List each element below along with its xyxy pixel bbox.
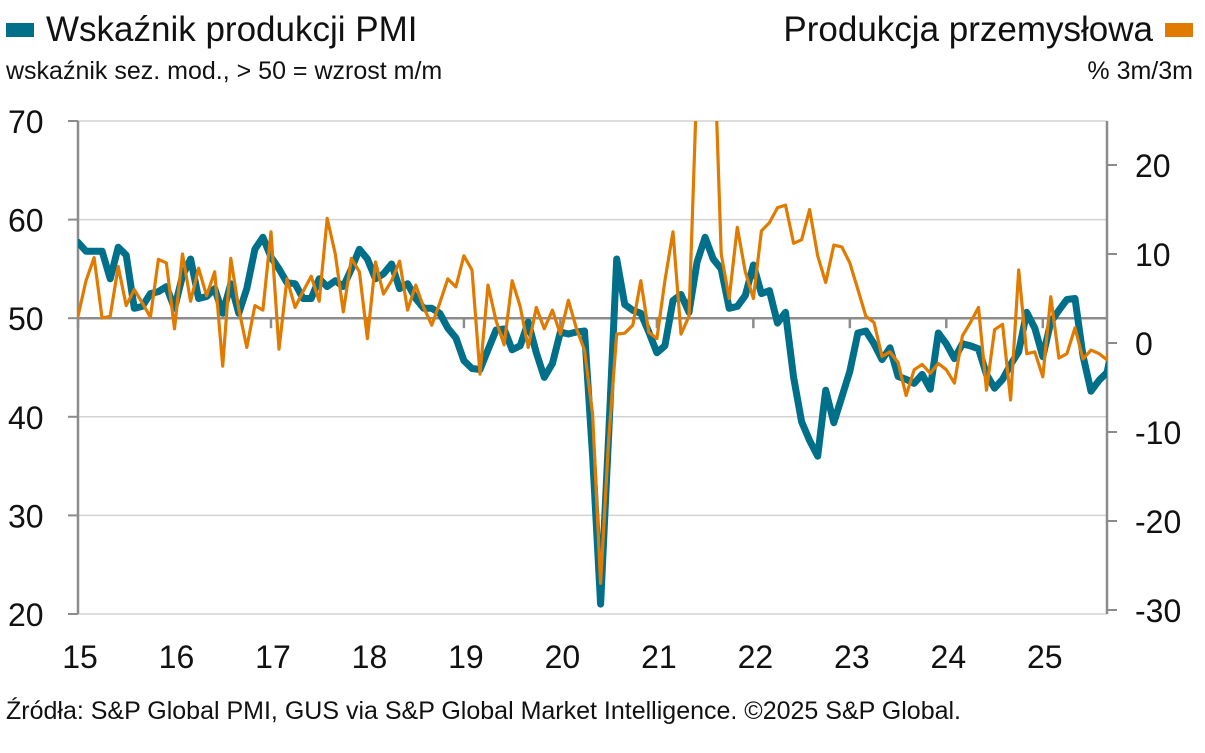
right-axis-tick-label: 0	[1135, 326, 1153, 362]
legend-swatch-production	[1165, 23, 1193, 37]
series-group	[78, 121, 1107, 608]
right-axis-tick-label: -30	[1135, 593, 1181, 629]
right-axis-tick-label: -10	[1135, 415, 1181, 451]
x-axis-tick-label: 16	[159, 639, 195, 675]
x-axis-tick-label: 25	[1027, 639, 1063, 675]
left-axis-tick-label: 50	[8, 301, 44, 337]
gridlines	[78, 120, 1107, 615]
pmi-output-line	[78, 233, 1107, 608]
right-axis-subtitle: % 3m/3m	[1087, 57, 1193, 85]
source-footnote: Źródła: S&P Global PMI, GUS via S&P Glob…	[6, 697, 962, 725]
legend-label-pmi: Wskaźnik produkcji PMI	[46, 10, 418, 49]
right-axis-tick-label: 20	[1135, 148, 1171, 184]
x-axis-tick-label: 24	[931, 639, 967, 675]
left-axis-tick-label: 40	[8, 400, 44, 436]
tick-labels: 70 60 50 40 30 20 20 10 0 -10 -20 -30 15 16 17 18 19 20 21…	[8, 104, 1181, 675]
x-axis-tick-label: 17	[255, 639, 291, 675]
x-axis-tick-label: 19	[448, 639, 484, 675]
left-axis-subtitle: wskaźnik sez. mod., > 50 = wzrost m/m	[6, 57, 443, 85]
x-axis-tick-label: 20	[545, 639, 581, 675]
legend-swatch-pmi	[6, 23, 34, 37]
right-axis-tick-label: 10	[1135, 237, 1171, 273]
x-axis-tick-label: 18	[352, 639, 388, 675]
x-axis-tick-label: 15	[62, 639, 98, 675]
axes	[68, 120, 1117, 615]
x-axis-tick-label: 21	[641, 639, 677, 675]
legend-pmi: Wskaźnik produkcji PMI	[6, 8, 417, 52]
right-axis-tick-label: -20	[1135, 504, 1181, 540]
legend-production: Produkcja przemysłowa	[783, 8, 1193, 52]
industrial-production-line	[78, 121, 1107, 585]
left-axis-tick-label: 30	[8, 498, 44, 534]
left-axis-tick-label: 70	[8, 104, 44, 140]
left-axis-tick-label: 20	[8, 597, 44, 633]
x-axis-tick-label: 22	[738, 639, 774, 675]
legend-label-production: Produkcja przemysłowa	[783, 10, 1153, 49]
left-axis-tick-label: 60	[8, 203, 44, 239]
x-axis-tick-label: 23	[834, 639, 870, 675]
